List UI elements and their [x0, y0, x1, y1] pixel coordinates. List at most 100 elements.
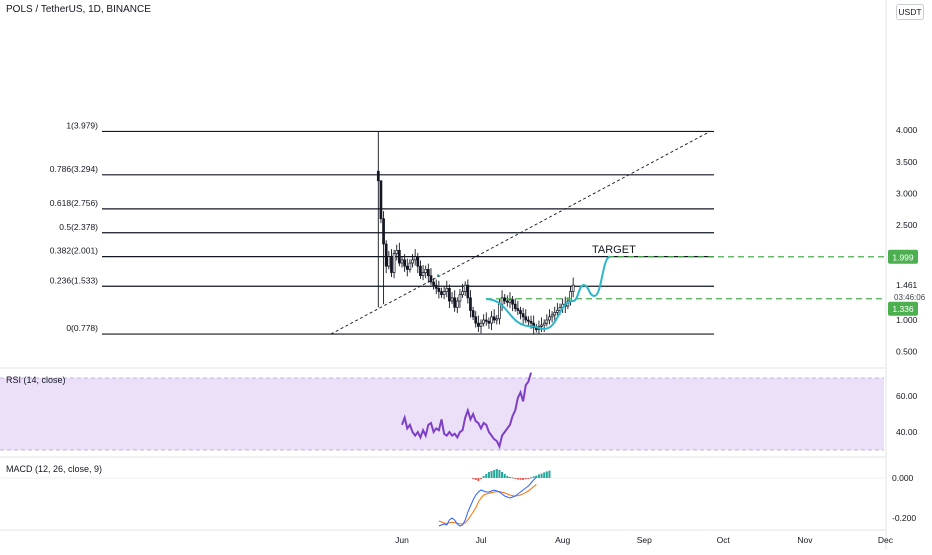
macd-histogram-bar [514, 478, 517, 479]
candle-body [503, 297, 507, 302]
target-price-text: 1.999 [892, 252, 914, 262]
candle-body [450, 297, 454, 302]
macd-plot [0, 469, 884, 527]
candle-body [442, 291, 446, 296]
candle-body [550, 314, 554, 318]
macd-histogram-bar [524, 478, 527, 480]
target-label: TARGET [592, 244, 636, 256]
price-tick-label: 3.500 [896, 157, 918, 167]
candle-body [482, 319, 485, 324]
candle-body [490, 316, 493, 324]
price-axis[interactable]: 4.0003.5003.0002.5002.0001.0000.5001.461… [888, 125, 926, 523]
macd-histogram-bar [474, 478, 477, 480]
current-price-label: 1.461 [896, 280, 918, 290]
target-lines[interactable]: TARGET [486, 244, 884, 300]
candle-body [429, 275, 433, 283]
candle-body [421, 272, 425, 277]
macd-histogram-bar [548, 470, 551, 478]
projection-path[interactable] [486, 255, 611, 330]
macd-histogram-bar [532, 476, 535, 478]
macd-histogram-bar [519, 478, 522, 480]
rsi-tick-label: 40.00 [896, 427, 918, 437]
candle-body [548, 316, 551, 321]
candle-body [432, 281, 435, 286]
candle-body [477, 322, 480, 327]
macd-histogram-bar [480, 478, 482, 479]
fib-level-label: 0.236(1.533) [50, 275, 98, 285]
candle-body [540, 324, 543, 327]
candle-body [532, 322, 536, 328]
candle-body [426, 269, 430, 277]
candle-body [479, 322, 483, 327]
symbol-title: POLS / TetherUS, 1D, BINANCE [6, 4, 151, 15]
candle-body [498, 303, 501, 320]
macd-tick-label: 0.000 [892, 473, 914, 483]
rsi-line [401, 372, 532, 450]
candle-body [553, 312, 557, 316]
candle-body [392, 253, 396, 273]
macd-histogram-bar [511, 477, 514, 479]
candle-body [453, 297, 457, 308]
candle-body [424, 269, 428, 273]
candle-body [474, 316, 478, 324]
macd-histogram-bar [487, 472, 490, 478]
candle-body [448, 288, 451, 302]
candle-body [545, 319, 549, 324]
candle-body [492, 316, 496, 321]
time-tick-label: Oct [717, 535, 731, 545]
dashed-trendline [330, 131, 711, 335]
time-tick-label: Aug [555, 535, 570, 545]
candle-body [519, 310, 522, 315]
currency-selector[interactable]: USDT [896, 4, 924, 20]
trendline[interactable] [330, 131, 711, 335]
candle-body [511, 299, 514, 305]
candle-body [398, 250, 401, 264]
price-tick-label: 0.500 [896, 347, 918, 357]
macd-histogram-bar [472, 478, 475, 479]
macd-histogram-bar [498, 470, 501, 478]
candle-body [395, 250, 399, 254]
price-tick-label: 2.500 [896, 220, 918, 230]
candle-body [508, 299, 512, 303]
candle-body [437, 288, 441, 292]
candle-body [405, 265, 409, 270]
macd-histogram-bar [503, 474, 506, 478]
candle-body [440, 291, 443, 296]
candle-body [379, 180, 383, 220]
macd-histogram-bar [545, 471, 548, 478]
candle-body [569, 291, 572, 302]
candle-body [527, 319, 530, 322]
macd-histogram-bar [506, 476, 509, 478]
candle-body [521, 313, 525, 318]
macd-signal-line [438, 484, 537, 525]
time-tick-label: Jun [395, 535, 409, 545]
rsi-title: RSI (14, close) [6, 375, 66, 385]
rsi-tick-label: 60.00 [896, 391, 918, 401]
macd-histogram-bar [508, 477, 511, 478]
macd-histogram-bar [477, 478, 480, 481]
candle-body [400, 259, 404, 264]
candle-body [495, 318, 499, 321]
fib-level-label: 0.5(2.378) [59, 222, 98, 232]
candle-body [529, 320, 533, 324]
candle-body [461, 291, 464, 296]
candle-body [382, 218, 385, 245]
macd-histogram-bar [527, 478, 530, 479]
candle-body [516, 308, 520, 311]
pane-dividers [0, 0, 887, 550]
fibonacci-retracement[interactable]: 1(3.979) 0.786(3.294) 0.618(2.756) 0.5(2.37… [50, 120, 714, 335]
candle-body [505, 300, 509, 303]
candle-body [376, 170, 380, 182]
marker-dot [437, 274, 439, 277]
candle-body [408, 262, 412, 270]
macd-histogram-bar [535, 475, 538, 478]
fib-level-label: 0.382(2.001) [50, 246, 98, 256]
target-price-tag [888, 249, 918, 264]
time-axis[interactable]: Jun Jul Aug Sep Oct Nov Dec [395, 535, 894, 545]
fib-level-label: 1(3.979) [66, 120, 98, 130]
candle-body [513, 303, 517, 309]
fib-level-label: 0.786(3.294) [50, 164, 98, 174]
rsi-band [0, 377, 884, 451]
candle-body [390, 256, 393, 273]
